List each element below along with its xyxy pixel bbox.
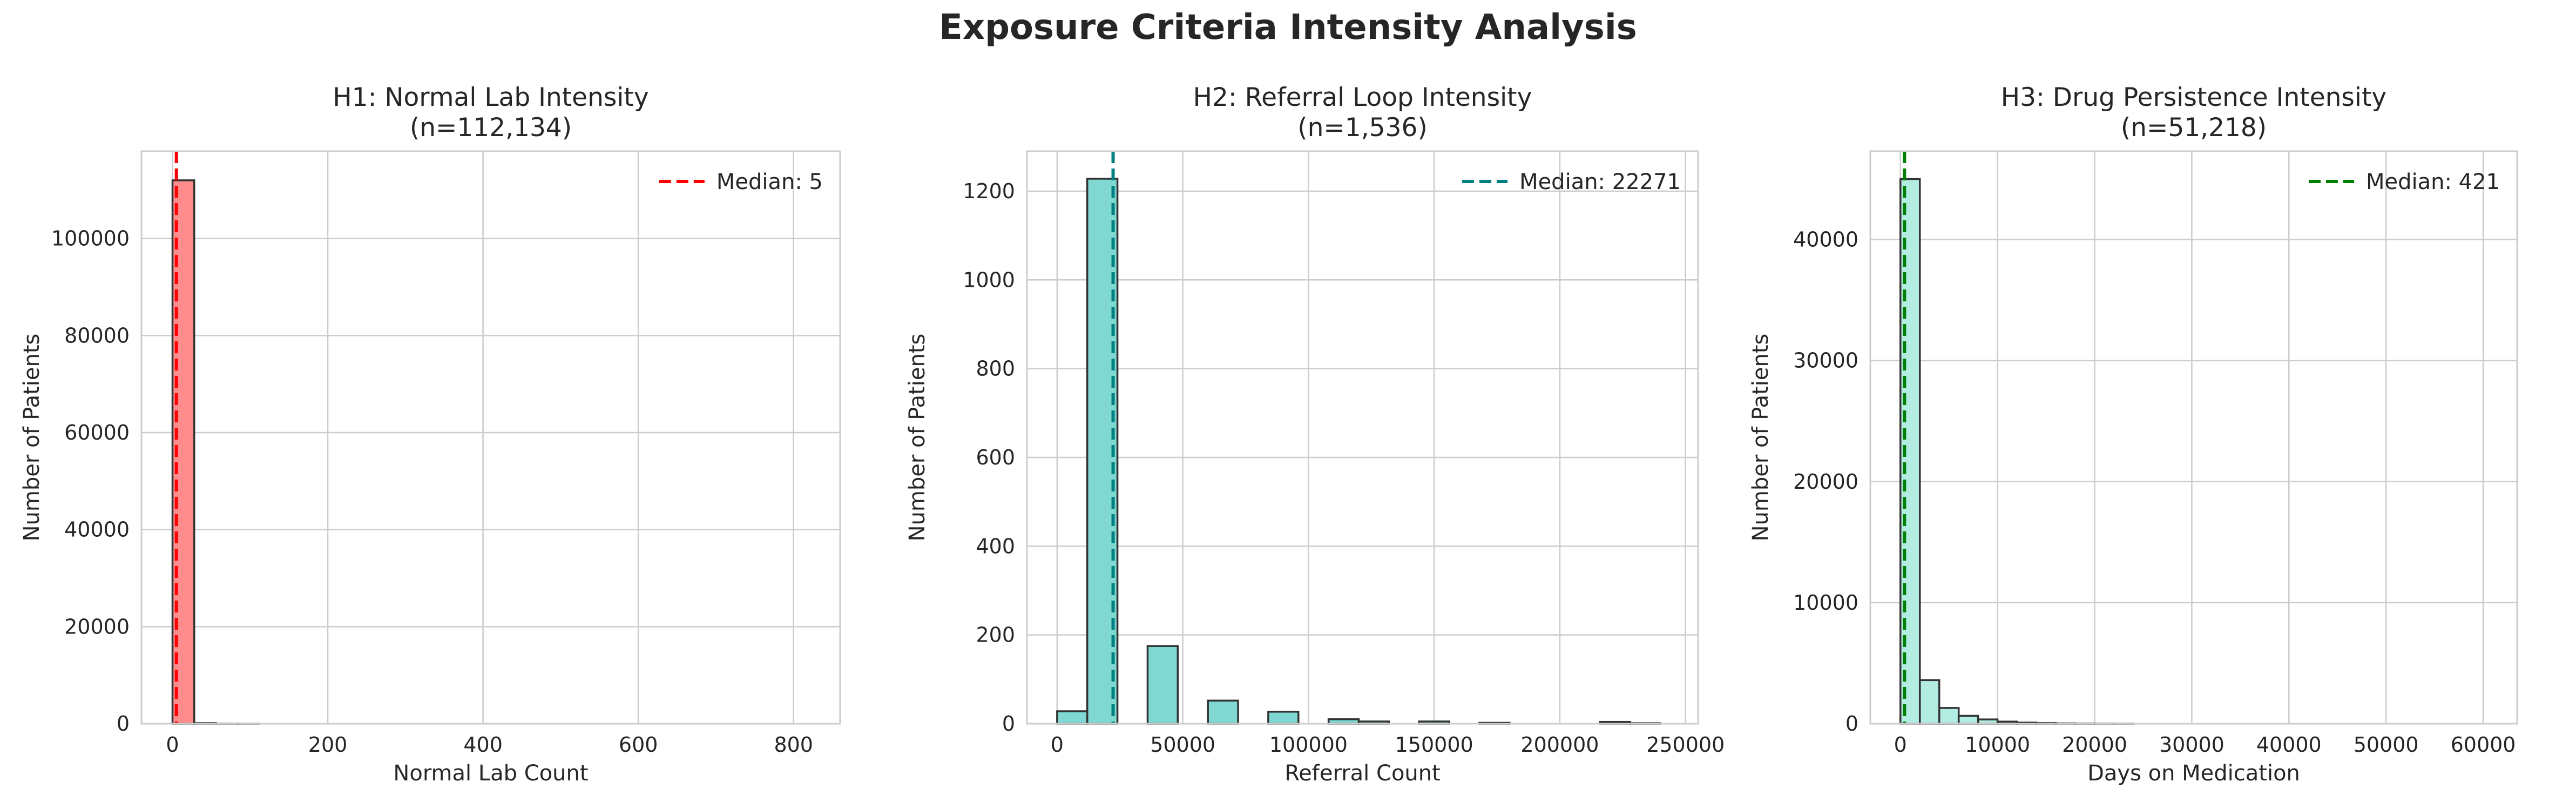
x-tick-label: 50000 xyxy=(2354,733,2419,757)
x-tick-label: 100000 xyxy=(1269,733,1348,757)
x-tick-label: 250000 xyxy=(1646,733,1725,757)
legend-label: Median: 421 xyxy=(2366,170,2500,194)
histogram-bar xyxy=(1267,711,1300,725)
y-tick-label: 400 xyxy=(976,534,1015,558)
panel-h3-drug-persistence: 0 10000 20000 30000 40000 50000 60000 0 10000 200… xyxy=(1748,83,2518,786)
y-axis-label: Number of Patients xyxy=(1748,334,1773,542)
y-tick-label: 1200 xyxy=(963,179,1015,203)
x-tick-label: 30000 xyxy=(2159,733,2225,757)
y-tick-label: 100000 xyxy=(51,227,130,251)
histogram-bar xyxy=(1146,645,1179,725)
x-tick-label: 40000 xyxy=(2256,733,2322,757)
y-tick-label: 40000 xyxy=(64,518,130,542)
panel-subtitle: (n=51,218) xyxy=(2121,113,2267,143)
x-axis-label: Referral Count xyxy=(1284,761,1441,786)
y-tick-label: 0 xyxy=(1845,712,1858,736)
x-tick-label: 400 xyxy=(463,733,503,757)
panel-h2-referral-loop: 0 50000 100000 150000 200000 250000 0 200 400 600… xyxy=(905,83,1725,786)
histogram-bar xyxy=(1918,679,1941,725)
panel-title: H1: Normal Lab Intensity xyxy=(333,83,648,112)
panel-subtitle: (n=112,134) xyxy=(410,113,572,143)
histogram-bar xyxy=(1957,715,1979,725)
y-axis-label: Number of Patients xyxy=(905,334,930,542)
y-tick-label: 30000 xyxy=(1793,349,1858,373)
y-axis-label: Number of Patients xyxy=(19,334,44,542)
histogram-bar xyxy=(1938,707,1960,725)
panel-h1-normal-lab: 0 200 400 600 800 0 20000 40000 60000 80000 100000… xyxy=(19,83,841,786)
legend-label: Median: 22271 xyxy=(1519,170,1681,194)
x-tick-label: 0 xyxy=(1051,733,1064,757)
legend-label: Median: 5 xyxy=(716,170,823,194)
figure-title: Exposure Criteria Intensity Analysis xyxy=(939,8,1637,48)
x-tick-label: 60000 xyxy=(2451,733,2516,757)
x-tick-label: 10000 xyxy=(1965,733,2030,757)
histogram-bar xyxy=(1207,699,1239,725)
x-tick-label: 800 xyxy=(774,733,813,757)
y-tick-label: 60000 xyxy=(64,421,130,444)
plot-frame xyxy=(1869,150,2518,725)
y-tick-label: 80000 xyxy=(64,324,130,347)
plot-frame xyxy=(1026,150,1699,725)
x-tick-label: 20000 xyxy=(2062,733,2127,757)
y-tick-label: 200 xyxy=(976,623,1015,647)
plot-frame xyxy=(140,150,841,725)
y-tick-label: 800 xyxy=(976,357,1015,381)
y-tick-label: 40000 xyxy=(1793,228,1858,252)
histogram-bar xyxy=(1056,710,1088,725)
x-tick-label: 0 xyxy=(1894,733,1907,757)
y-tick-label: 1000 xyxy=(963,268,1015,292)
x-tick-label: 150000 xyxy=(1395,733,1473,757)
y-tick-label: 0 xyxy=(1002,712,1015,736)
y-tick-label: 20000 xyxy=(1793,470,1858,494)
x-tick-label: 200000 xyxy=(1520,733,1599,757)
x-tick-label: 600 xyxy=(619,733,658,757)
panel-subtitle: (n=1,536) xyxy=(1297,113,1427,143)
x-axis-label: Normal Lab Count xyxy=(393,761,588,786)
panel-title: H2: Referral Loop Intensity xyxy=(1193,83,1532,112)
x-tick-label: 0 xyxy=(166,733,179,757)
y-tick-label: 10000 xyxy=(1793,591,1858,615)
x-axis-label: Days on Medication xyxy=(2087,761,2300,786)
x-tick-label: 50000 xyxy=(1150,733,1215,757)
x-tick-label: 200 xyxy=(308,733,348,757)
panel-title: H3: Drug Persistence Intensity xyxy=(2001,83,2386,112)
y-tick-label: 600 xyxy=(976,446,1015,469)
y-tick-label: 0 xyxy=(117,712,130,736)
y-tick-label: 20000 xyxy=(64,615,130,638)
